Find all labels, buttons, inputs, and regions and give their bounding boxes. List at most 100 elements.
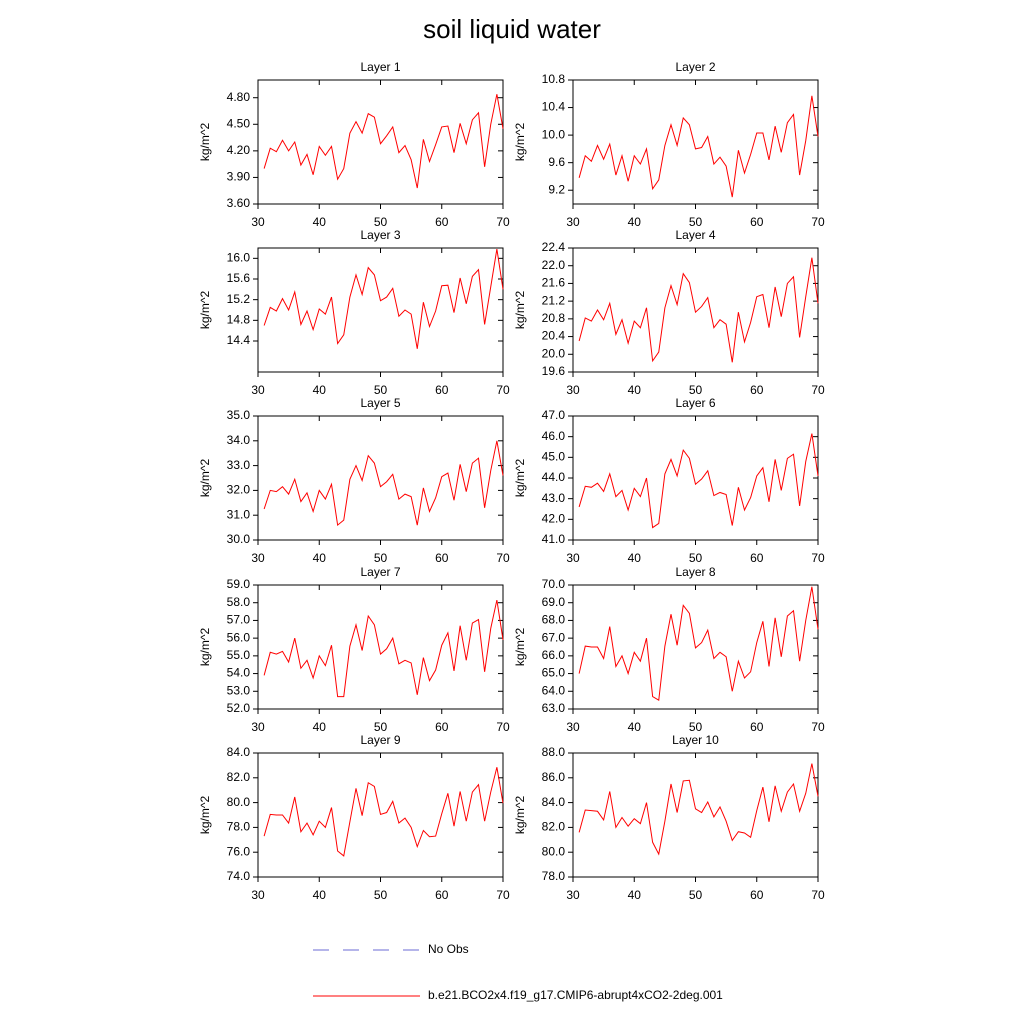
panel-title: Layer 8 bbox=[675, 565, 715, 579]
y-axis-label: kg/m^2 bbox=[198, 459, 212, 498]
x-tick-label: 50 bbox=[689, 720, 703, 734]
data-line bbox=[578, 586, 819, 701]
y-axis-label: kg/m^2 bbox=[513, 459, 527, 498]
x-tick-label: 50 bbox=[374, 888, 388, 902]
y-axis-label: kg/m^2 bbox=[198, 628, 212, 667]
y-tick-label: 30.0 bbox=[227, 532, 251, 546]
y-tick-label: 80.0 bbox=[227, 795, 251, 809]
x-tick-label: 60 bbox=[750, 383, 764, 397]
page-title: soil liquid water bbox=[423, 14, 601, 44]
x-tick-label: 60 bbox=[750, 551, 764, 565]
x-tick-label: 60 bbox=[435, 720, 449, 734]
y-axis-label: kg/m^2 bbox=[198, 796, 212, 835]
y-tick-label: 15.6 bbox=[227, 271, 251, 285]
y-tick-label: 55.0 bbox=[227, 648, 251, 662]
y-tick-label: 59.0 bbox=[227, 577, 251, 591]
y-tick-label: 52.0 bbox=[227, 701, 251, 715]
y-tick-label: 86.0 bbox=[542, 770, 566, 784]
y-tick-label: 22.4 bbox=[542, 240, 566, 254]
x-tick-label: 70 bbox=[811, 888, 825, 902]
panel-title: Layer 3 bbox=[360, 228, 400, 242]
x-tick-label: 30 bbox=[566, 551, 580, 565]
plot-frame bbox=[572, 79, 819, 205]
y-tick-label: 57.0 bbox=[227, 613, 251, 627]
x-tick-label: 40 bbox=[628, 383, 642, 397]
legend-label: b.e21.BCO2x4.f19_g17.CMIP6-abrupt4xCO2-2… bbox=[428, 988, 723, 1002]
x-tick-label: 50 bbox=[689, 888, 703, 902]
x-tick-label: 40 bbox=[313, 888, 327, 902]
y-tick-label: 22.0 bbox=[542, 258, 566, 272]
panel-title: Layer 5 bbox=[360, 396, 400, 410]
x-tick-label: 60 bbox=[750, 720, 764, 734]
x-tick-label: 30 bbox=[251, 383, 265, 397]
x-tick-label: 70 bbox=[496, 888, 510, 902]
y-tick-label: 65.0 bbox=[542, 666, 566, 680]
x-tick-label: 50 bbox=[689, 215, 703, 229]
y-tick-label: 74.0 bbox=[227, 869, 251, 883]
y-tick-label: 82.0 bbox=[227, 770, 251, 784]
y-tick-label: 15.2 bbox=[227, 292, 251, 306]
x-tick-label: 30 bbox=[251, 888, 265, 902]
x-tick-label: 40 bbox=[313, 383, 327, 397]
x-tick-label: 50 bbox=[374, 720, 388, 734]
y-tick-label: 10.4 bbox=[542, 100, 566, 114]
data-line bbox=[263, 248, 504, 349]
y-tick-label: 4.20 bbox=[227, 143, 251, 157]
x-tick-label: 40 bbox=[628, 888, 642, 902]
x-tick-label: 30 bbox=[251, 720, 265, 734]
data-line bbox=[263, 599, 504, 698]
panel-title: Layer 7 bbox=[360, 565, 400, 579]
y-tick-label: 19.6 bbox=[542, 364, 566, 378]
x-tick-label: 60 bbox=[435, 383, 449, 397]
y-tick-label: 76.0 bbox=[227, 844, 251, 858]
x-tick-label: 60 bbox=[750, 215, 764, 229]
data-line bbox=[263, 767, 504, 857]
x-tick-label: 70 bbox=[811, 383, 825, 397]
y-tick-label: 54.0 bbox=[227, 666, 251, 680]
y-axis-label: kg/m^2 bbox=[513, 628, 527, 667]
legend-label: No Obs bbox=[428, 942, 469, 956]
y-tick-label: 78.0 bbox=[227, 820, 251, 834]
y-tick-label: 67.0 bbox=[542, 630, 566, 644]
y-tick-label: 88.0 bbox=[542, 745, 566, 759]
y-tick-label: 80.0 bbox=[542, 844, 566, 858]
plot-frame bbox=[572, 415, 819, 541]
y-tick-label: 4.80 bbox=[227, 90, 251, 104]
y-tick-label: 47.0 bbox=[542, 408, 566, 422]
x-tick-label: 50 bbox=[689, 551, 703, 565]
y-tick-label: 20.8 bbox=[542, 311, 566, 325]
y-tick-label: 84.0 bbox=[227, 745, 251, 759]
y-tick-label: 35.0 bbox=[227, 408, 251, 422]
data-line bbox=[263, 94, 504, 189]
y-axis-label: kg/m^2 bbox=[513, 796, 527, 835]
x-tick-label: 70 bbox=[496, 215, 510, 229]
plot-frame bbox=[257, 247, 504, 373]
x-tick-label: 30 bbox=[251, 551, 265, 565]
y-tick-label: 9.2 bbox=[548, 182, 565, 196]
y-tick-label: 43.0 bbox=[542, 491, 566, 505]
plot-frame bbox=[257, 752, 504, 878]
y-tick-label: 21.6 bbox=[542, 276, 566, 290]
y-tick-label: 46.0 bbox=[542, 429, 566, 443]
x-tick-label: 30 bbox=[566, 215, 580, 229]
x-tick-label: 60 bbox=[435, 888, 449, 902]
y-tick-label: 63.0 bbox=[542, 701, 566, 715]
y-tick-label: 70.0 bbox=[542, 577, 566, 591]
data-line bbox=[578, 763, 819, 856]
x-tick-label: 50 bbox=[374, 551, 388, 565]
y-tick-label: 56.0 bbox=[227, 630, 251, 644]
x-tick-label: 70 bbox=[496, 551, 510, 565]
y-axis-label: kg/m^2 bbox=[513, 291, 527, 330]
y-tick-label: 14.4 bbox=[227, 333, 251, 347]
x-tick-label: 40 bbox=[313, 215, 327, 229]
plot-frame bbox=[572, 752, 819, 878]
x-tick-label: 30 bbox=[566, 888, 580, 902]
y-axis-label: kg/m^2 bbox=[198, 123, 212, 162]
y-tick-label: 45.0 bbox=[542, 450, 566, 464]
y-tick-label: 84.0 bbox=[542, 795, 566, 809]
y-tick-label: 64.0 bbox=[542, 683, 566, 697]
y-tick-label: 10.0 bbox=[542, 127, 566, 141]
y-tick-label: 34.0 bbox=[227, 433, 251, 447]
y-tick-label: 58.0 bbox=[227, 595, 251, 609]
